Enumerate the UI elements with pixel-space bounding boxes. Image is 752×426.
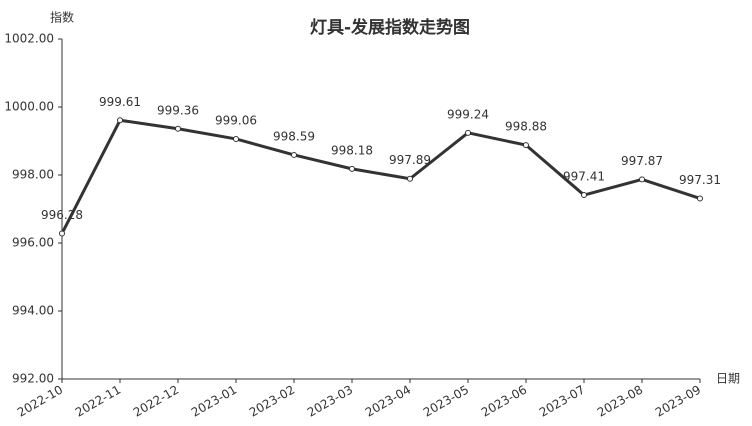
data-point bbox=[523, 142, 529, 149]
data-label: 998.18 bbox=[331, 143, 373, 157]
y-tick-label: 1002.00 bbox=[4, 32, 54, 46]
data-point bbox=[639, 176, 645, 183]
x-tick-label: 2023-03 bbox=[305, 383, 355, 420]
y-axis-label: 指数 bbox=[50, 10, 74, 25]
x-tick-label: 2023-01 bbox=[189, 383, 239, 420]
data-point bbox=[59, 230, 65, 237]
x-tick-label: 2023-09 bbox=[653, 383, 703, 420]
x-tick-label: 2023-06 bbox=[479, 383, 529, 420]
data-label: 996.28 bbox=[41, 208, 83, 222]
x-tick-label: 2023-08 bbox=[595, 383, 645, 420]
line-series bbox=[60, 118, 701, 235]
x-tick-label: 2022-12 bbox=[131, 383, 181, 420]
x-axis-label: 日期 bbox=[716, 372, 740, 386]
data-point bbox=[465, 129, 471, 136]
data-point bbox=[117, 117, 123, 124]
data-point bbox=[233, 135, 239, 142]
data-label: 999.61 bbox=[99, 95, 141, 109]
y-tick-label: 1000.00 bbox=[4, 100, 54, 114]
y-tick-label: 994.00 bbox=[12, 304, 54, 318]
y-tick-label: 992.00 bbox=[12, 372, 54, 386]
data-point bbox=[349, 165, 355, 172]
data-point bbox=[697, 195, 703, 202]
data-point bbox=[175, 125, 181, 132]
data-label: 998.88 bbox=[505, 120, 547, 134]
y-tick-label: 998.00 bbox=[12, 168, 54, 182]
x-tick-label: 2023-05 bbox=[421, 383, 471, 420]
chart-title: 灯具-发展指数走势图 bbox=[310, 17, 470, 38]
data-point bbox=[407, 175, 413, 182]
data-label: 997.89 bbox=[389, 153, 431, 167]
x-tick-label: 2023-07 bbox=[537, 383, 587, 420]
y-tick-label: 996.00 bbox=[12, 236, 54, 250]
data-point bbox=[291, 151, 297, 158]
x-tick-label: 2023-02 bbox=[247, 383, 297, 420]
x-tick-label: 2022-10 bbox=[15, 383, 65, 420]
data-label: 999.24 bbox=[447, 107, 489, 121]
data-label: 998.59 bbox=[273, 129, 315, 143]
data-label: 999.06 bbox=[215, 113, 257, 127]
data-label: 997.41 bbox=[563, 170, 605, 184]
x-tick-label: 2023-04 bbox=[363, 383, 413, 420]
data-point bbox=[581, 192, 587, 199]
x-tick-label: 2022-11 bbox=[73, 383, 123, 420]
data-label: 997.31 bbox=[679, 173, 721, 187]
data-label: 999.36 bbox=[157, 103, 199, 117]
data-label: 997.87 bbox=[621, 154, 663, 168]
